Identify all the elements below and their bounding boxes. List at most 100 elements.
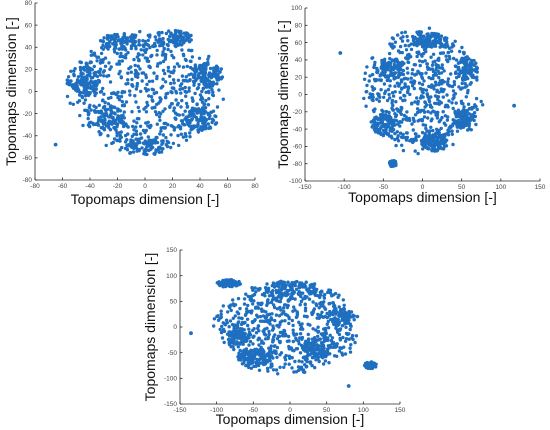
data-point — [399, 68, 403, 72]
data-point — [422, 79, 426, 83]
data-point — [200, 100, 205, 105]
data-point — [209, 83, 214, 87]
data-point — [303, 302, 307, 306]
data-point — [200, 108, 204, 112]
data-point — [173, 111, 178, 115]
data-point — [437, 90, 441, 95]
data-point — [115, 62, 119, 66]
data-point — [364, 104, 368, 108]
data-point — [428, 105, 433, 109]
data-point — [440, 42, 444, 46]
data-point — [183, 109, 187, 113]
data-point — [91, 121, 95, 126]
data-point — [439, 126, 443, 131]
data-point — [109, 95, 113, 100]
data-point — [421, 45, 425, 49]
data-point — [264, 310, 268, 314]
data-point — [159, 97, 163, 101]
y-axis-label: Topomaps dimension [-] — [142, 253, 158, 402]
data-point — [135, 117, 140, 121]
data-point — [384, 126, 388, 131]
data-point — [318, 337, 322, 341]
data-point — [185, 64, 189, 69]
data-point — [472, 118, 476, 123]
data-point — [298, 332, 303, 336]
data-point — [181, 65, 186, 69]
data-point — [250, 320, 255, 324]
data-point — [430, 144, 434, 148]
data-point — [410, 101, 414, 105]
data-point — [114, 34, 118, 39]
data-point — [117, 62, 122, 66]
data-point — [134, 146, 139, 150]
data-point — [303, 349, 307, 353]
data-point — [169, 81, 173, 86]
data-point — [128, 35, 133, 39]
data-point — [396, 134, 400, 138]
data-point — [177, 64, 181, 68]
data-point — [143, 39, 147, 44]
data-point — [297, 292, 301, 297]
data-point — [464, 113, 469, 117]
data-point — [362, 96, 366, 101]
data-point — [374, 78, 379, 82]
data-point — [272, 344, 277, 348]
data-point — [177, 124, 181, 128]
data-point — [398, 96, 403, 100]
x-tick-label: -50 — [249, 407, 259, 414]
data-point — [409, 47, 414, 52]
data-point — [110, 141, 114, 146]
data-point — [423, 105, 427, 109]
data-point — [413, 113, 418, 117]
data-point — [239, 358, 243, 362]
data-point — [176, 78, 181, 83]
data-point — [371, 56, 375, 60]
data-point — [274, 368, 279, 372]
data-point — [383, 130, 387, 134]
data-point — [422, 138, 427, 142]
data-point — [215, 105, 220, 109]
data-point — [288, 298, 292, 302]
data-point — [403, 43, 407, 48]
data-point — [158, 118, 162, 123]
data-point — [347, 318, 351, 322]
data-point — [161, 59, 166, 64]
data-point — [163, 95, 168, 99]
data-point — [148, 33, 152, 37]
x-tick-label: 50 — [458, 184, 466, 191]
data-point — [207, 116, 211, 121]
data-point — [469, 128, 473, 132]
data-point — [210, 117, 215, 121]
data-point — [411, 140, 415, 145]
data-point — [101, 60, 105, 64]
data-point — [425, 65, 430, 69]
data-point — [97, 103, 102, 108]
data-point — [342, 303, 346, 307]
data-point — [177, 143, 181, 148]
data-point — [134, 33, 138, 38]
data-point — [439, 66, 444, 70]
data-point — [261, 355, 265, 359]
data-point — [232, 279, 236, 283]
data-point — [185, 79, 190, 83]
data-point — [263, 286, 268, 290]
data-point — [187, 48, 191, 52]
data-point — [454, 58, 459, 62]
data-point — [107, 35, 112, 39]
data-point — [76, 75, 81, 79]
data-point — [405, 57, 409, 61]
data-point — [110, 36, 114, 40]
data-point — [427, 38, 432, 42]
data-point — [418, 86, 423, 91]
data-point — [349, 310, 354, 314]
data-point — [390, 129, 394, 133]
data-point — [224, 283, 228, 288]
data-point — [324, 329, 328, 333]
data-point — [349, 343, 353, 347]
data-point — [83, 98, 88, 102]
data-point — [166, 47, 170, 52]
data-point — [402, 77, 406, 81]
data-point — [136, 64, 140, 68]
data-point — [120, 59, 125, 63]
data-point — [67, 82, 71, 87]
